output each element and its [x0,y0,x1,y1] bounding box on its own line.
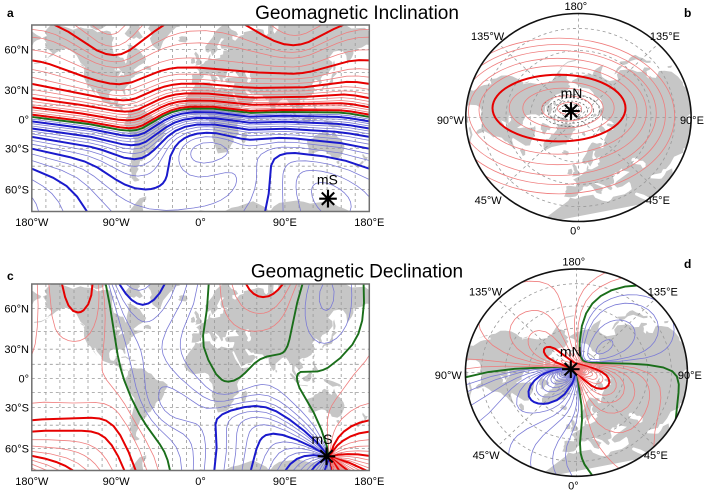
svg-text:90°E: 90°E [678,370,702,382]
svg-text:0°: 0° [195,217,206,229]
svg-text:0°: 0° [195,476,206,488]
svg-text:0°: 0° [568,480,579,492]
svg-text:135°W: 135°W [469,286,503,298]
svg-text:d: d [684,257,691,271]
svg-text:0°: 0° [18,114,29,126]
svg-text:0°: 0° [570,226,581,238]
svg-text:90°E: 90°E [273,217,297,229]
svg-text:c: c [7,269,14,283]
svg-text:180°E: 180°E [354,217,384,229]
svg-text:60°N: 60°N [4,44,29,56]
svg-text:mS: mS [317,172,338,188]
svg-text:30°S: 30°S [5,403,29,415]
svg-text:90°W: 90°W [103,476,131,488]
svg-text:0°: 0° [18,373,29,385]
svg-text:mN: mN [560,344,582,360]
svg-text:60°S: 60°S [5,443,29,455]
svg-text:90°E: 90°E [273,476,297,488]
svg-text:45°E: 45°E [644,450,668,462]
svg-text:Geomagnetic Declination: Geomagnetic Declination [251,262,463,283]
svg-text:90°W: 90°W [437,115,465,127]
svg-text:135°W: 135°W [471,31,505,43]
svg-text:45°W: 45°W [475,195,503,207]
svg-text:180°E: 180°E [354,476,384,488]
svg-text:mS: mS [312,431,333,447]
svg-text:a: a [7,6,14,20]
svg-text:180°: 180° [562,256,585,268]
svg-text:180°: 180° [564,1,587,13]
svg-text:45°W: 45°W [473,450,501,462]
svg-text:Geomagnetic Inclination: Geomagnetic Inclination [255,3,459,24]
svg-text:135°E: 135°E [648,286,678,298]
svg-text:mN: mN [561,85,583,101]
svg-text:60°N: 60°N [4,303,29,315]
svg-text:b: b [684,6,691,20]
svg-text:90°W: 90°W [103,217,131,229]
svg-text:180°W: 180°W [15,217,49,229]
svg-text:30°N: 30°N [4,85,29,97]
svg-text:30°S: 30°S [5,144,29,156]
svg-text:90°W: 90°W [435,370,463,382]
svg-text:30°N: 30°N [4,344,29,356]
svg-text:135°E: 135°E [650,31,680,43]
svg-text:60°S: 60°S [5,184,29,196]
svg-text:90°E: 90°E [680,115,704,127]
svg-text:45°E: 45°E [646,195,670,207]
svg-text:180°W: 180°W [15,476,49,488]
